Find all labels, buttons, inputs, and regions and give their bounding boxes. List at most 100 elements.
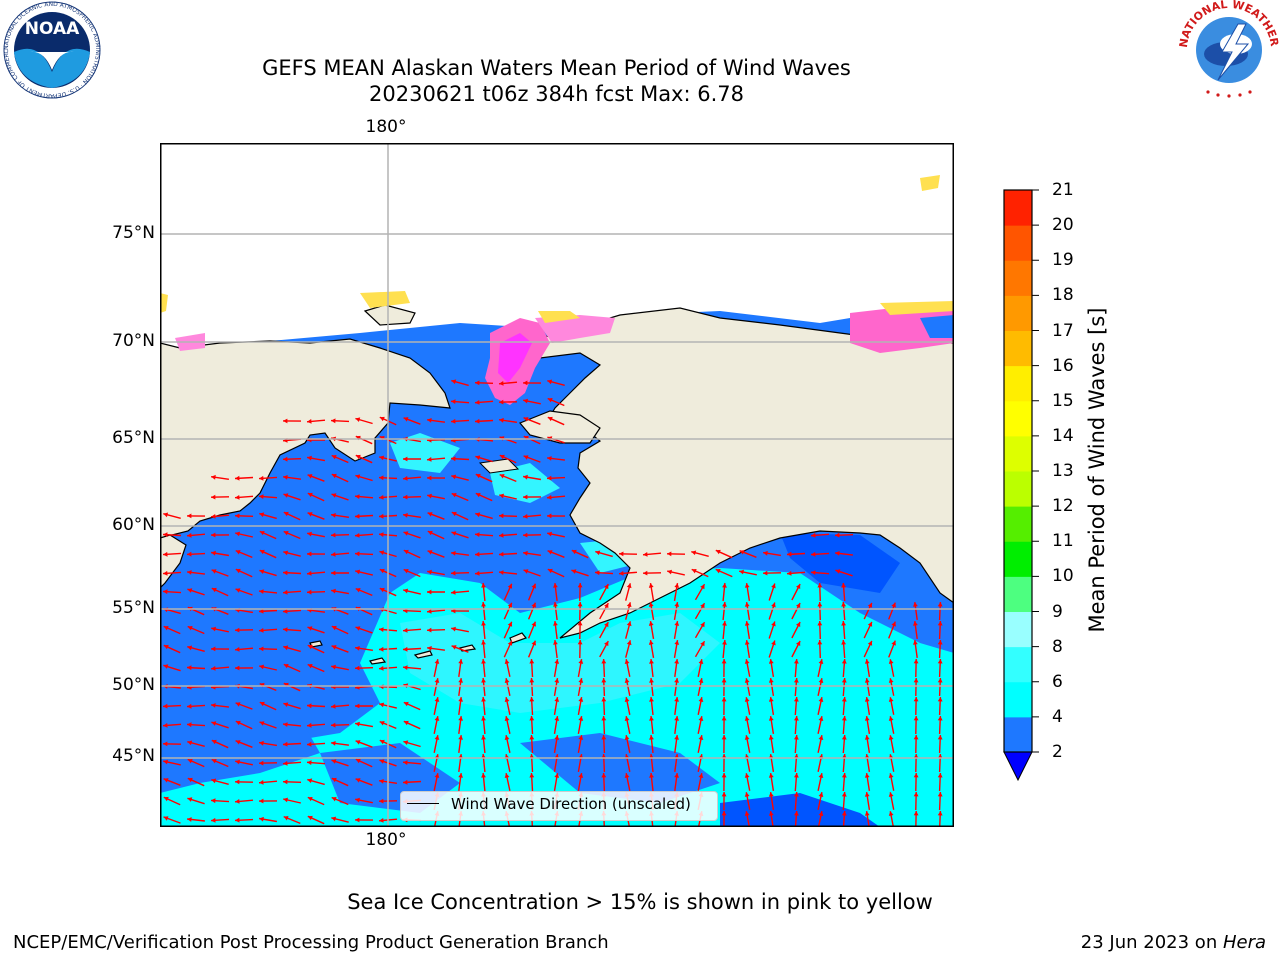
arctic-nodata xyxy=(160,143,954,348)
footer-date: 23 Jun 2023 on Hera xyxy=(1081,932,1266,953)
wave-direction-arrowhead xyxy=(379,475,384,481)
wave-direction-arrowhead xyxy=(841,811,847,816)
wave-direction-arrowhead xyxy=(818,678,824,683)
wave-direction-arrowhead xyxy=(355,646,360,651)
wave-direction-arrowhead xyxy=(331,704,336,709)
wave-direction-arrowhead xyxy=(507,583,513,589)
colorbar-tick-label: 17 xyxy=(1052,320,1074,341)
wave-direction-arrowhead xyxy=(794,811,799,816)
wave-direction-arrowhead xyxy=(307,512,313,517)
wave-direction-arrowhead xyxy=(307,531,312,537)
wave-direction-arrowhead xyxy=(307,741,312,747)
wave-direction-arrowhead xyxy=(841,716,847,721)
wave-direction-arrowhead xyxy=(307,474,313,479)
wave-direction-arrowhead xyxy=(867,602,873,608)
colorbar-bin xyxy=(1004,295,1032,331)
wave-direction-arrowhead xyxy=(235,799,240,804)
colorbar-extend-min xyxy=(1003,751,1033,782)
wave-direction-arrowhead xyxy=(379,455,385,461)
wave-direction-arrowhead xyxy=(331,741,336,746)
wave-direction-arrowhead xyxy=(523,569,529,574)
wave-direction-arrowhead xyxy=(259,780,264,785)
wave-direction-arrowhead xyxy=(187,645,193,651)
wave-direction-arrowhead xyxy=(864,678,870,683)
wave-direction-arrowhead xyxy=(451,474,457,480)
legend-label: Wind Wave Direction (unscaled) xyxy=(451,795,691,813)
legend-line-swatch xyxy=(407,803,439,804)
wave-direction-arrowhead xyxy=(403,569,409,574)
wave-direction-arrowhead xyxy=(331,552,336,557)
wave-direction-arrowhead xyxy=(739,569,744,575)
wave-direction-arrowhead xyxy=(864,716,870,721)
wave-direction-arrowhead xyxy=(698,735,704,740)
wave-direction-arrowhead xyxy=(649,773,654,778)
colorbar-bin xyxy=(1004,190,1032,226)
wave-direction-arrowhead xyxy=(601,697,607,702)
wave-direction-arrowhead xyxy=(601,659,607,664)
wave-direction-arrowhead xyxy=(841,659,847,664)
wave-direction-arrowhead xyxy=(578,773,584,778)
wave-direction-arrowhead xyxy=(403,549,409,555)
wave-direction-arrowhead xyxy=(744,792,750,797)
wave-direction-arrowhead xyxy=(722,602,727,607)
wave-direction-arrowhead xyxy=(235,588,241,593)
wave-direction-arrowhead xyxy=(529,659,535,664)
wave-direction-arrowhead xyxy=(841,640,846,645)
wave-direction-arrowhead xyxy=(163,741,168,747)
wave-direction-arrowhead xyxy=(259,569,265,574)
wave-direction-arrowhead xyxy=(648,583,654,588)
wave-direction-arrowhead xyxy=(331,722,336,728)
wave-direction-arrowhead xyxy=(163,703,168,709)
wave-direction-arrowhead xyxy=(619,571,624,576)
wave-direction-arrowhead xyxy=(554,735,560,740)
wave-direction-arrowhead xyxy=(768,735,774,740)
wave-direction-arrowhead xyxy=(163,816,169,821)
wave-direction-arrowhead xyxy=(667,569,672,575)
wave-direction-arrowhead xyxy=(818,811,824,816)
wave-direction-arrowhead xyxy=(768,716,774,721)
wave-direction-arrowhead xyxy=(624,716,630,721)
wave-direction-arrowhead xyxy=(547,531,552,537)
wave-direction-arrowhead xyxy=(427,493,432,499)
wave-direction-arrowhead xyxy=(259,475,264,481)
wave-direction-arrowhead xyxy=(554,697,560,702)
colorbar-tick-label: 4 xyxy=(1052,706,1063,727)
colorbar-bin xyxy=(1004,541,1032,577)
wave-direction-arrowhead xyxy=(211,778,217,784)
noaa-logo-text: NOAA xyxy=(25,19,80,39)
wave-direction-arrowhead xyxy=(283,475,288,480)
wave-direction-arrowhead xyxy=(283,741,288,747)
wave-direction-arrowhead xyxy=(547,379,553,385)
wave-direction-arrowhead xyxy=(578,659,584,664)
wave-direction-arrowhead xyxy=(481,697,486,702)
wave-direction-arrowhead xyxy=(211,514,216,519)
wave-direction-arrowhead xyxy=(817,583,823,588)
wave-direction-arrowhead xyxy=(379,627,384,632)
wave-direction-arrowhead xyxy=(715,549,721,555)
wave-direction-arrowhead xyxy=(379,721,385,726)
wave-direction-arrowhead xyxy=(481,678,486,683)
wave-direction-arrowhead xyxy=(721,716,727,721)
wave-direction-arrowhead xyxy=(554,678,560,683)
wave-direction-arrowhead xyxy=(913,792,919,797)
wave-direction-arrowhead xyxy=(475,455,481,460)
wave-direction-arrowhead xyxy=(578,735,584,740)
wave-direction-arrowhead xyxy=(379,702,385,708)
wave-direction-arrowhead xyxy=(235,495,240,500)
wave-direction-arrowhead xyxy=(811,532,816,538)
wave-direction-arrowhead xyxy=(307,492,313,498)
wave-direction-arrowhead xyxy=(577,602,583,607)
wave-direction-arrowhead xyxy=(937,659,943,664)
colorbar-bin xyxy=(1004,471,1032,507)
wave-direction-arrowhead xyxy=(427,512,433,517)
wave-direction-arrowhead xyxy=(211,532,216,538)
wave-direction-arrowhead xyxy=(235,568,241,574)
wave-direction-arrowhead xyxy=(481,640,486,645)
wave-direction-arrowhead xyxy=(504,735,510,740)
wave-direction-arrowhead xyxy=(888,678,894,683)
colorbar-bin xyxy=(1004,681,1032,718)
wave-direction-arrowhead xyxy=(499,381,504,386)
wave-direction-arrowhead xyxy=(577,583,583,588)
wave-direction-arrowhead xyxy=(768,792,774,797)
wave-direction-arrowhead xyxy=(475,493,481,498)
